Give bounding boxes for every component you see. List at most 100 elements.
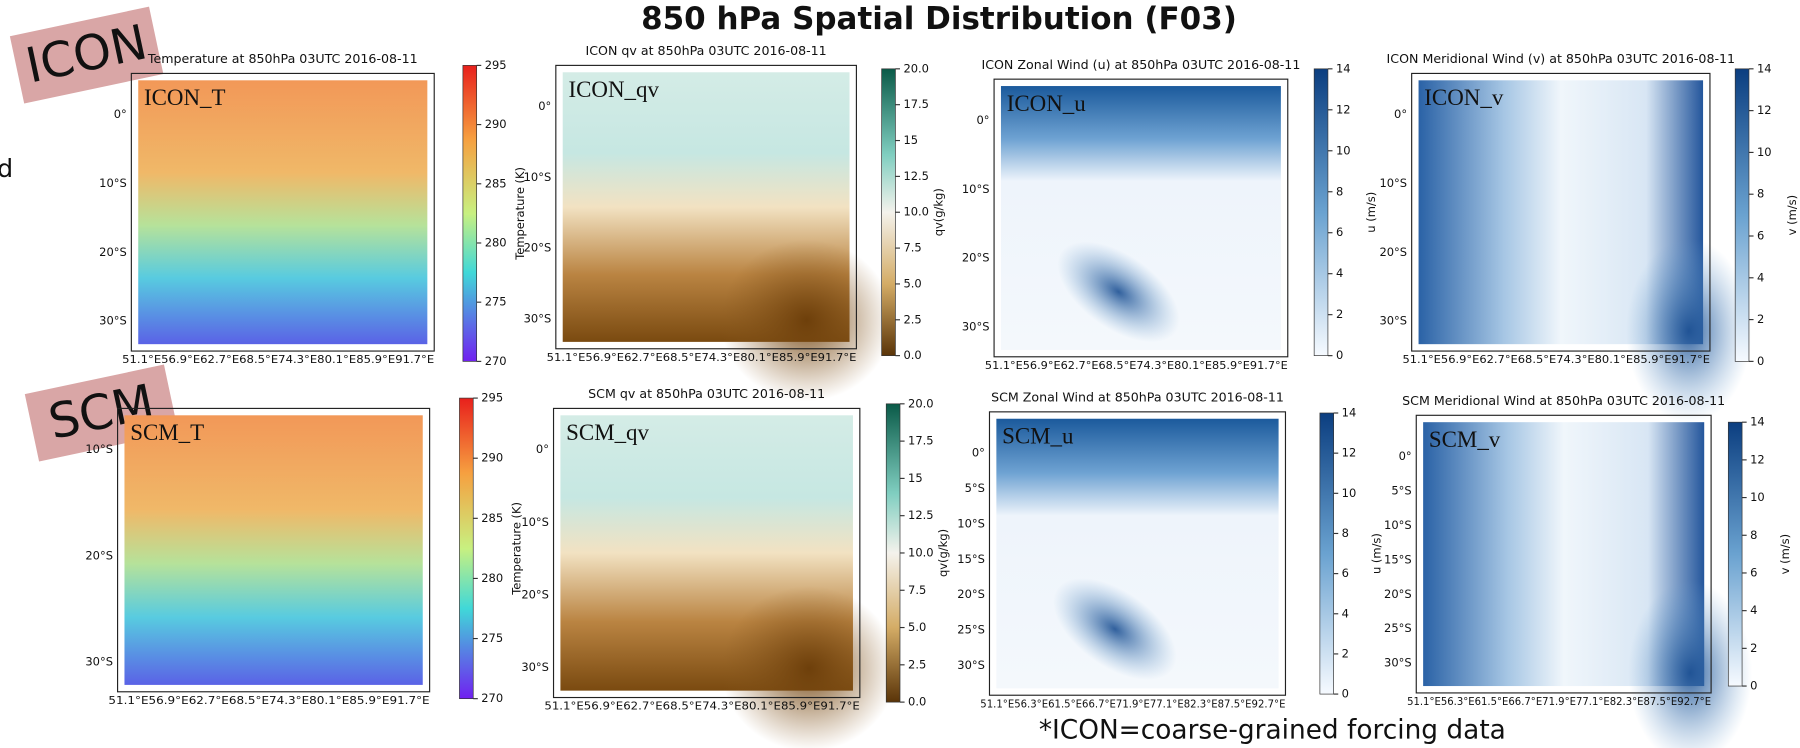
colorbar-tick-label: 2 <box>1757 312 1764 326</box>
footnote: *ICON=coarse-grained forcing data <box>1039 715 1506 745</box>
colorbar-tick-label: 8 <box>1750 528 1757 542</box>
lat-tick-label: 0° <box>1399 449 1412 463</box>
panel-title: ICON Meridional Wind (v) at 850hPa 03UTC… <box>1387 51 1736 66</box>
colorbar-tick-label: 10 <box>1342 486 1357 500</box>
map-frame <box>552 407 861 699</box>
colorbar-tick-label: 0.0 <box>903 348 921 362</box>
map-frame <box>993 78 1289 358</box>
colorbar-tick-label: 15 <box>903 133 918 147</box>
colorbar <box>885 403 901 703</box>
colorbar-tick-label: 280 <box>481 571 503 585</box>
colorbar-tick-label: 290 <box>481 451 503 465</box>
lon-tick-labels: 51.1°E56.9°E62.7°E68.5°E74.3°E80.1°E85.9… <box>1402 353 1710 366</box>
colorbar-tick-label: 2.5 <box>908 657 926 671</box>
colorbar-label: v (m/s) <box>1778 534 1792 574</box>
lat-tick-label: 10°S <box>1384 518 1412 532</box>
panel-title: ICON qv at 850hPa 03UTC 2016-08-11 <box>586 43 827 58</box>
lon-tick-labels: 51.1°E56.9°E62.7°E68.5°E74.3°E80.1°E85.9… <box>547 351 857 364</box>
lon-tick-labels: 51.1°E56.9°E62.7°E68.5°E74.3°E80.1°E85.9… <box>122 353 434 366</box>
panel-label: ICON_qv <box>568 77 659 102</box>
lat-tick-label: 20°S <box>1379 245 1407 259</box>
stray-text: d <box>0 154 13 183</box>
panel-label: SCM_qv <box>566 420 649 445</box>
colorbar-tick-label: 10 <box>1336 143 1351 157</box>
colorbar-tick-label: 285 <box>485 176 507 190</box>
colorbar-tick-label: 17.5 <box>903 97 929 111</box>
panel-title: SCM Meridional Wind at 850hPa 03UTC 2016… <box>1402 393 1725 408</box>
colorbar-tick-label: 2.5 <box>903 312 921 326</box>
colorbar-tick-label: 4 <box>1342 606 1349 620</box>
lat-tick-label: 20°S <box>962 251 990 265</box>
colorbar-tick-label: 20.0 <box>908 396 934 410</box>
lat-tick-label: 30°S <box>524 311 552 325</box>
lat-tick-label: 30°S <box>99 314 127 328</box>
colorbar-label: v (m/s) <box>1785 195 1799 235</box>
colorbar <box>881 68 896 356</box>
lat-tick-label: 20°S <box>521 588 549 602</box>
lon-tick-labels: 51.1°E56.3°E61.5°E66.7°E71.9°E77.1°E82.3… <box>1407 695 1711 708</box>
colorbar-tick-label: 0 <box>1750 679 1757 693</box>
lon-tick-labels: 51.1°E56.9°E62.7°E68.5°E74.3°E80.1°E85.9… <box>108 694 429 707</box>
map-frame <box>130 72 435 352</box>
lat-tick-label: 0° <box>972 446 985 460</box>
map-frame <box>117 407 431 693</box>
map-frame <box>1411 72 1711 352</box>
colorbar-tick-label: 6 <box>1757 229 1764 243</box>
map-feature <box>720 239 893 402</box>
colorbar <box>1313 68 1329 356</box>
colorbar-label: qv(g/kg) <box>932 188 946 236</box>
colorbar-tick-label: 5.0 <box>903 276 921 290</box>
map-field <box>124 415 423 685</box>
colorbar <box>462 65 478 362</box>
colorbar-tick-label: 0 <box>1757 354 1764 368</box>
colorbar <box>1734 68 1750 362</box>
colorbar-tick-label: 12.5 <box>903 169 929 183</box>
lat-tick-label: 10°S <box>521 515 549 529</box>
map-field <box>138 80 428 345</box>
colorbar-tick-label: 12 <box>1750 452 1765 466</box>
colorbar-tick-label: 0 <box>1342 687 1349 701</box>
lat-tick-label: 20°S <box>957 587 985 601</box>
colorbar-label: Temperature (K) <box>513 167 527 261</box>
colorbar-tick-label: 7.5 <box>908 583 926 597</box>
colorbar-tick-label: 2 <box>1336 307 1343 321</box>
colorbar <box>1727 421 1743 687</box>
colorbar-label: qv(g/kg) <box>936 529 950 577</box>
panel-label: ICON_v <box>1424 85 1504 110</box>
slide-title: 850 hPa Spatial Distribution (F03) <box>641 1 1237 37</box>
colorbar-tick-label: 17.5 <box>908 434 934 448</box>
colorbar-label: u (m/s) <box>1370 533 1384 574</box>
colorbar-tick-label: 2 <box>1342 646 1349 660</box>
panel-label: SCM_u <box>1002 424 1074 449</box>
lat-tick-label: 30°S <box>85 654 113 668</box>
lat-tick-label: 20°S <box>85 548 113 562</box>
map-frame <box>1415 414 1712 694</box>
colorbar-tick-label: 4 <box>1757 270 1764 284</box>
panel-title: Temperature at 850hPa 03UTC 2016-08-11 <box>147 51 418 66</box>
colorbar-tick-label: 15 <box>908 471 923 485</box>
lat-tick-label: 15°S <box>957 552 985 566</box>
map-feature <box>1053 578 1177 680</box>
colorbar-tick-label: 14 <box>1336 61 1351 75</box>
lat-tick-label: 0° <box>538 99 551 113</box>
map-feature <box>721 586 897 748</box>
lat-tick-label: 10°S <box>1379 176 1407 190</box>
colorbar-tick-label: 2 <box>1750 641 1757 655</box>
lat-tick-label: 25°S <box>957 623 985 637</box>
colorbar-tick-label: 14 <box>1342 406 1357 420</box>
colorbar-tick-label: 14 <box>1757 61 1772 75</box>
colorbar-tick-label: 270 <box>481 691 503 705</box>
lat-tick-label: 10°S <box>99 176 127 190</box>
colorbar-tick-label: 10 <box>1750 490 1765 504</box>
colorbar-tick-label: 4 <box>1336 266 1343 280</box>
colorbar <box>459 397 474 700</box>
colorbar <box>1319 412 1335 695</box>
panel-label: ICON_T <box>144 85 226 110</box>
colorbar-tick-label: 6 <box>1336 225 1343 239</box>
panel-title: ICON Zonal Wind (u) at 850hPa 03UTC 2016… <box>981 57 1300 72</box>
lat-tick-label: 0° <box>536 442 549 456</box>
lat-tick-label: 10°S <box>957 516 985 530</box>
colorbar-tick-label: 5.0 <box>908 620 926 634</box>
lat-tick-label: 20°S <box>1384 587 1412 601</box>
lat-tick-label: 25°S <box>1384 621 1412 635</box>
